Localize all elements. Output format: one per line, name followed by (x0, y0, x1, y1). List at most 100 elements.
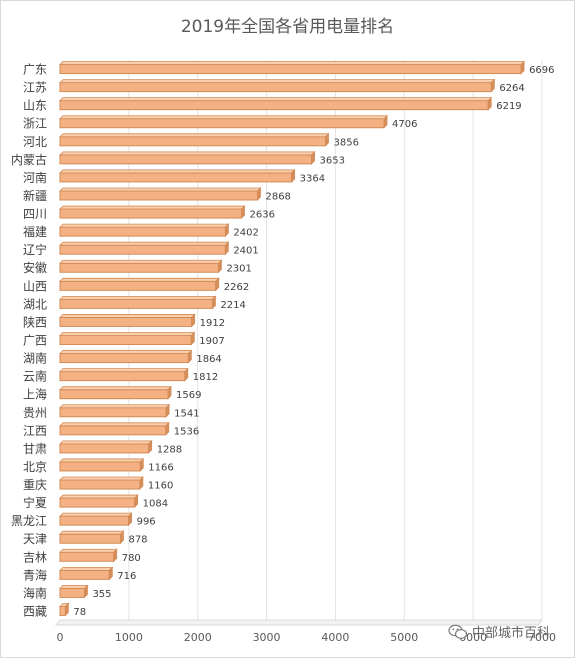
x-tick-label: 1000 (115, 631, 143, 644)
data-label: 6219 (496, 101, 521, 112)
category-label: 浙江 (23, 117, 47, 131)
data-label: 3856 (334, 137, 359, 148)
category-label: 安徽 (23, 260, 47, 275)
data-label: 355 (92, 589, 111, 600)
category-label: 重庆 (23, 478, 47, 492)
wechat-icon (448, 624, 468, 639)
bar (59, 96, 493, 111)
data-label: 78 (73, 607, 86, 618)
category-label: 天津 (23, 532, 47, 546)
category-label: 青海 (23, 567, 47, 582)
bar (59, 349, 193, 364)
watermark: 中部城市百科 (448, 622, 550, 641)
data-label: 1569 (176, 390, 201, 401)
bar (59, 331, 196, 346)
data-label: 1541 (174, 408, 199, 419)
bar (59, 241, 230, 256)
category-label: 吉林 (23, 550, 47, 564)
data-label: 6264 (499, 83, 524, 94)
category-label: 四川 (23, 207, 47, 221)
data-label: 2401 (233, 246, 258, 257)
data-label: 2214 (220, 300, 245, 311)
data-label: 1864 (196, 354, 221, 365)
chart-floor (54, 619, 544, 626)
data-label: 1288 (157, 444, 182, 455)
watermark-text: 中部城市百科 (472, 626, 551, 641)
chart-title: 2019年全国各省用电量排名 (180, 17, 395, 37)
bar (59, 457, 145, 472)
bar (59, 295, 217, 310)
category-label: 福建 (23, 224, 47, 239)
bar (59, 150, 316, 165)
category-label: 西藏 (23, 604, 47, 618)
bar (59, 132, 330, 147)
category-label: 云南 (23, 369, 47, 384)
x-tick-label: 7000 (528, 631, 556, 644)
category-label: 辽宁 (23, 242, 47, 257)
bar (59, 187, 262, 201)
data-label: 1536 (174, 426, 199, 437)
category-label: 海南 (23, 585, 47, 600)
bar (59, 205, 246, 220)
bar (59, 313, 196, 328)
data-label: 2636 (250, 210, 275, 221)
data-label: 1160 (148, 481, 173, 492)
category-label: 贵州 (23, 406, 47, 420)
bar (59, 259, 223, 274)
bar (59, 476, 144, 490)
category-label: 山东 (23, 99, 47, 113)
x-tick-label: 3000 (253, 631, 281, 644)
bar (59, 548, 118, 563)
x-tick-label: 0 (57, 631, 64, 644)
data-label: 6696 (529, 65, 554, 76)
bar (59, 223, 230, 238)
data-label: 1907 (199, 336, 224, 347)
data-label: 3653 (320, 155, 345, 166)
category-label: 江西 (23, 424, 47, 438)
bar (59, 512, 133, 527)
category-label: 宁夏 (23, 495, 47, 510)
data-label: 2868 (265, 191, 290, 202)
bar (59, 584, 89, 599)
category-label: 江苏 (23, 81, 47, 95)
data-label: 2301 (226, 264, 251, 275)
data-label: 3364 (300, 173, 325, 184)
category-label: 黑龙江 (11, 514, 47, 528)
data-label: 1084 (143, 499, 168, 510)
bar (59, 439, 153, 454)
x-tick-label: 2000 (184, 631, 212, 644)
category-label: 河北 (23, 135, 47, 149)
data-label: 1912 (200, 318, 225, 329)
bar (59, 114, 389, 129)
data-label: 780 (122, 553, 141, 564)
category-label: 湖南 (23, 351, 47, 366)
category-label: 陕西 (23, 314, 47, 329)
data-label: 996 (137, 517, 156, 528)
category-label: 湖北 (23, 296, 47, 311)
category-label: 北京 (23, 460, 47, 474)
bar (59, 385, 173, 400)
bar (59, 367, 189, 382)
category-label: 甘肃 (23, 442, 47, 456)
category-label: 上海 (23, 387, 47, 402)
data-label: 4706 (392, 119, 417, 130)
x-tick-label: 5000 (390, 631, 418, 644)
data-label: 2402 (233, 228, 258, 239)
category-label: 新疆 (23, 188, 47, 203)
category-label: 山西 (23, 279, 47, 293)
data-label: 878 (128, 535, 147, 546)
bar (59, 60, 526, 75)
data-label: 716 (117, 571, 136, 582)
bar (59, 168, 296, 183)
bar (59, 277, 220, 292)
bar (59, 494, 139, 509)
category-label: 内蒙古 (11, 152, 47, 167)
bar (59, 566, 114, 581)
category-label: 广西 (23, 334, 47, 348)
category-label: 广东 (23, 63, 47, 77)
category-label: 河南 (23, 170, 47, 185)
data-label: 1166 (148, 462, 173, 473)
bar (59, 530, 125, 545)
x-tick-label: 4000 (321, 631, 349, 644)
